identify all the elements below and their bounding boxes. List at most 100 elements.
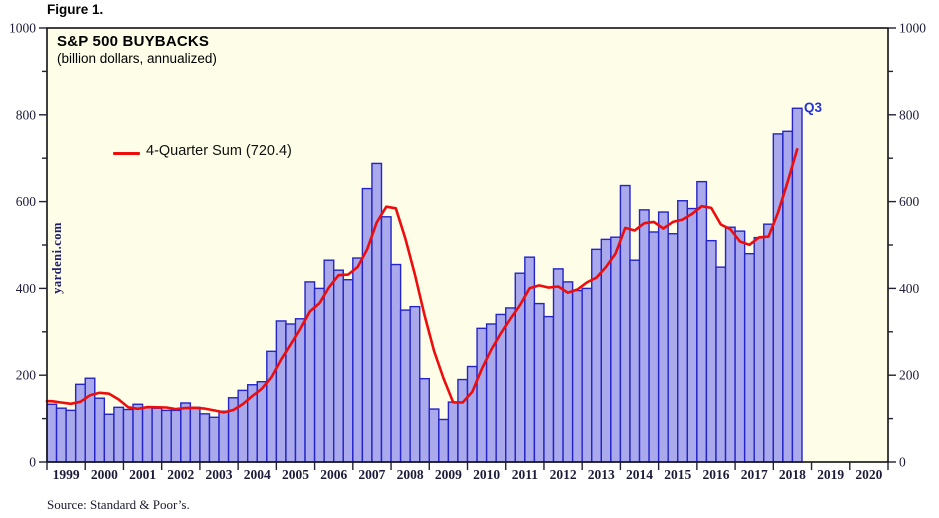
bar xyxy=(180,402,192,463)
bar xyxy=(65,409,77,463)
axis-tick-label: 2007 xyxy=(358,467,385,482)
bar xyxy=(151,407,163,463)
bar xyxy=(141,406,153,463)
bar xyxy=(600,238,612,463)
axis-tick-label: 2005 xyxy=(282,467,309,482)
chart-subtitle: (billion dollars, annualized) xyxy=(57,51,217,66)
bar xyxy=(743,252,755,463)
bar xyxy=(199,413,211,463)
bar xyxy=(571,289,583,463)
bar xyxy=(122,408,134,463)
axis-tick-label: 2006 xyxy=(320,467,347,482)
axis-tick-label: 2018 xyxy=(779,467,806,482)
bar xyxy=(591,248,602,463)
bar xyxy=(294,318,306,463)
bar xyxy=(677,200,689,463)
axis-tick-label: 2020 xyxy=(855,467,882,482)
bar xyxy=(734,230,746,463)
bar xyxy=(342,279,354,463)
axis-tick-label: 2008 xyxy=(397,467,424,482)
axis-tick-label: 2004 xyxy=(244,467,271,482)
bar xyxy=(399,309,411,463)
bar xyxy=(428,408,440,463)
axis-tick-label: 1999 xyxy=(53,467,80,482)
bar xyxy=(715,266,727,463)
bar xyxy=(275,320,287,463)
axis-tick-label: 2002 xyxy=(167,467,194,482)
bar xyxy=(476,327,488,463)
legend-line-swatch xyxy=(113,152,140,155)
axis-tick-label: 200 xyxy=(899,368,920,383)
axis-tick-label: 2014 xyxy=(626,467,653,482)
axis-tick-label: 2010 xyxy=(473,467,500,482)
axis-tick-label: 2011 xyxy=(512,467,539,482)
bar xyxy=(724,226,736,463)
bar xyxy=(543,315,555,463)
axis-tick-label: 2009 xyxy=(435,467,462,482)
axis-tick-label: 400 xyxy=(899,281,920,296)
axis-tick-label: 2015 xyxy=(664,467,691,482)
axis-tick-label: 0 xyxy=(29,455,36,470)
bar xyxy=(533,302,545,463)
axis-tick-label: 2001 xyxy=(129,467,156,482)
bar xyxy=(638,209,650,463)
axis-tick-label: 600 xyxy=(899,194,920,209)
bar xyxy=(371,162,383,463)
axis-tick-label: 0 xyxy=(899,455,906,470)
bar xyxy=(313,287,325,463)
axis-tick-label: 800 xyxy=(16,107,37,122)
axis-tick-label: 1000 xyxy=(9,21,36,36)
bar xyxy=(686,207,698,463)
bar xyxy=(208,416,220,463)
bar xyxy=(84,377,96,463)
axis-tick-label: 2013 xyxy=(588,467,615,482)
axis-tick-label: 1000 xyxy=(899,21,926,36)
bar xyxy=(189,406,201,463)
bar xyxy=(409,305,421,463)
bar xyxy=(696,180,708,463)
axis-tick-label: 2017 xyxy=(741,467,768,482)
source-note: Source: Standard & Poor’s. xyxy=(47,497,190,512)
axis-tick-label: 600 xyxy=(16,194,37,209)
bar xyxy=(94,397,106,463)
axis-tick-label: 2019 xyxy=(817,467,844,482)
axis-tick-label: 2000 xyxy=(91,467,118,482)
bar xyxy=(160,409,172,463)
axis-tick-label: 800 xyxy=(899,107,920,122)
bar xyxy=(46,403,58,463)
bar xyxy=(705,239,717,463)
bar xyxy=(55,407,67,463)
bar xyxy=(505,307,516,463)
four-quarter-sum-line xyxy=(45,148,799,414)
bar xyxy=(256,381,268,463)
bar xyxy=(113,406,125,463)
bar xyxy=(361,187,373,463)
axis-tick-label: 400 xyxy=(16,281,37,296)
bar xyxy=(763,223,775,463)
axis-tick-label: 200 xyxy=(16,368,37,383)
bar xyxy=(562,281,574,463)
bar xyxy=(132,403,144,463)
bar xyxy=(438,418,450,463)
bar xyxy=(772,133,784,463)
axis-tick-label: 2012 xyxy=(550,467,577,482)
bar xyxy=(648,231,660,463)
bar xyxy=(753,236,765,463)
bar xyxy=(74,383,86,463)
bar xyxy=(552,268,564,463)
chart-title: S&P 500 BUYBACKS xyxy=(57,33,210,50)
bar xyxy=(419,377,430,463)
bar xyxy=(629,259,641,463)
figure-label: Figure 1. xyxy=(47,2,104,17)
bar xyxy=(657,211,669,463)
legend-label: 4-Quarter Sum (720.4) xyxy=(146,143,292,159)
bar xyxy=(447,401,459,463)
bar xyxy=(581,287,593,463)
bar xyxy=(667,233,679,463)
bar xyxy=(170,409,182,463)
bar xyxy=(457,378,469,463)
bar xyxy=(380,216,392,463)
bar xyxy=(352,257,364,463)
axis-tick-label: 2016 xyxy=(702,467,729,482)
